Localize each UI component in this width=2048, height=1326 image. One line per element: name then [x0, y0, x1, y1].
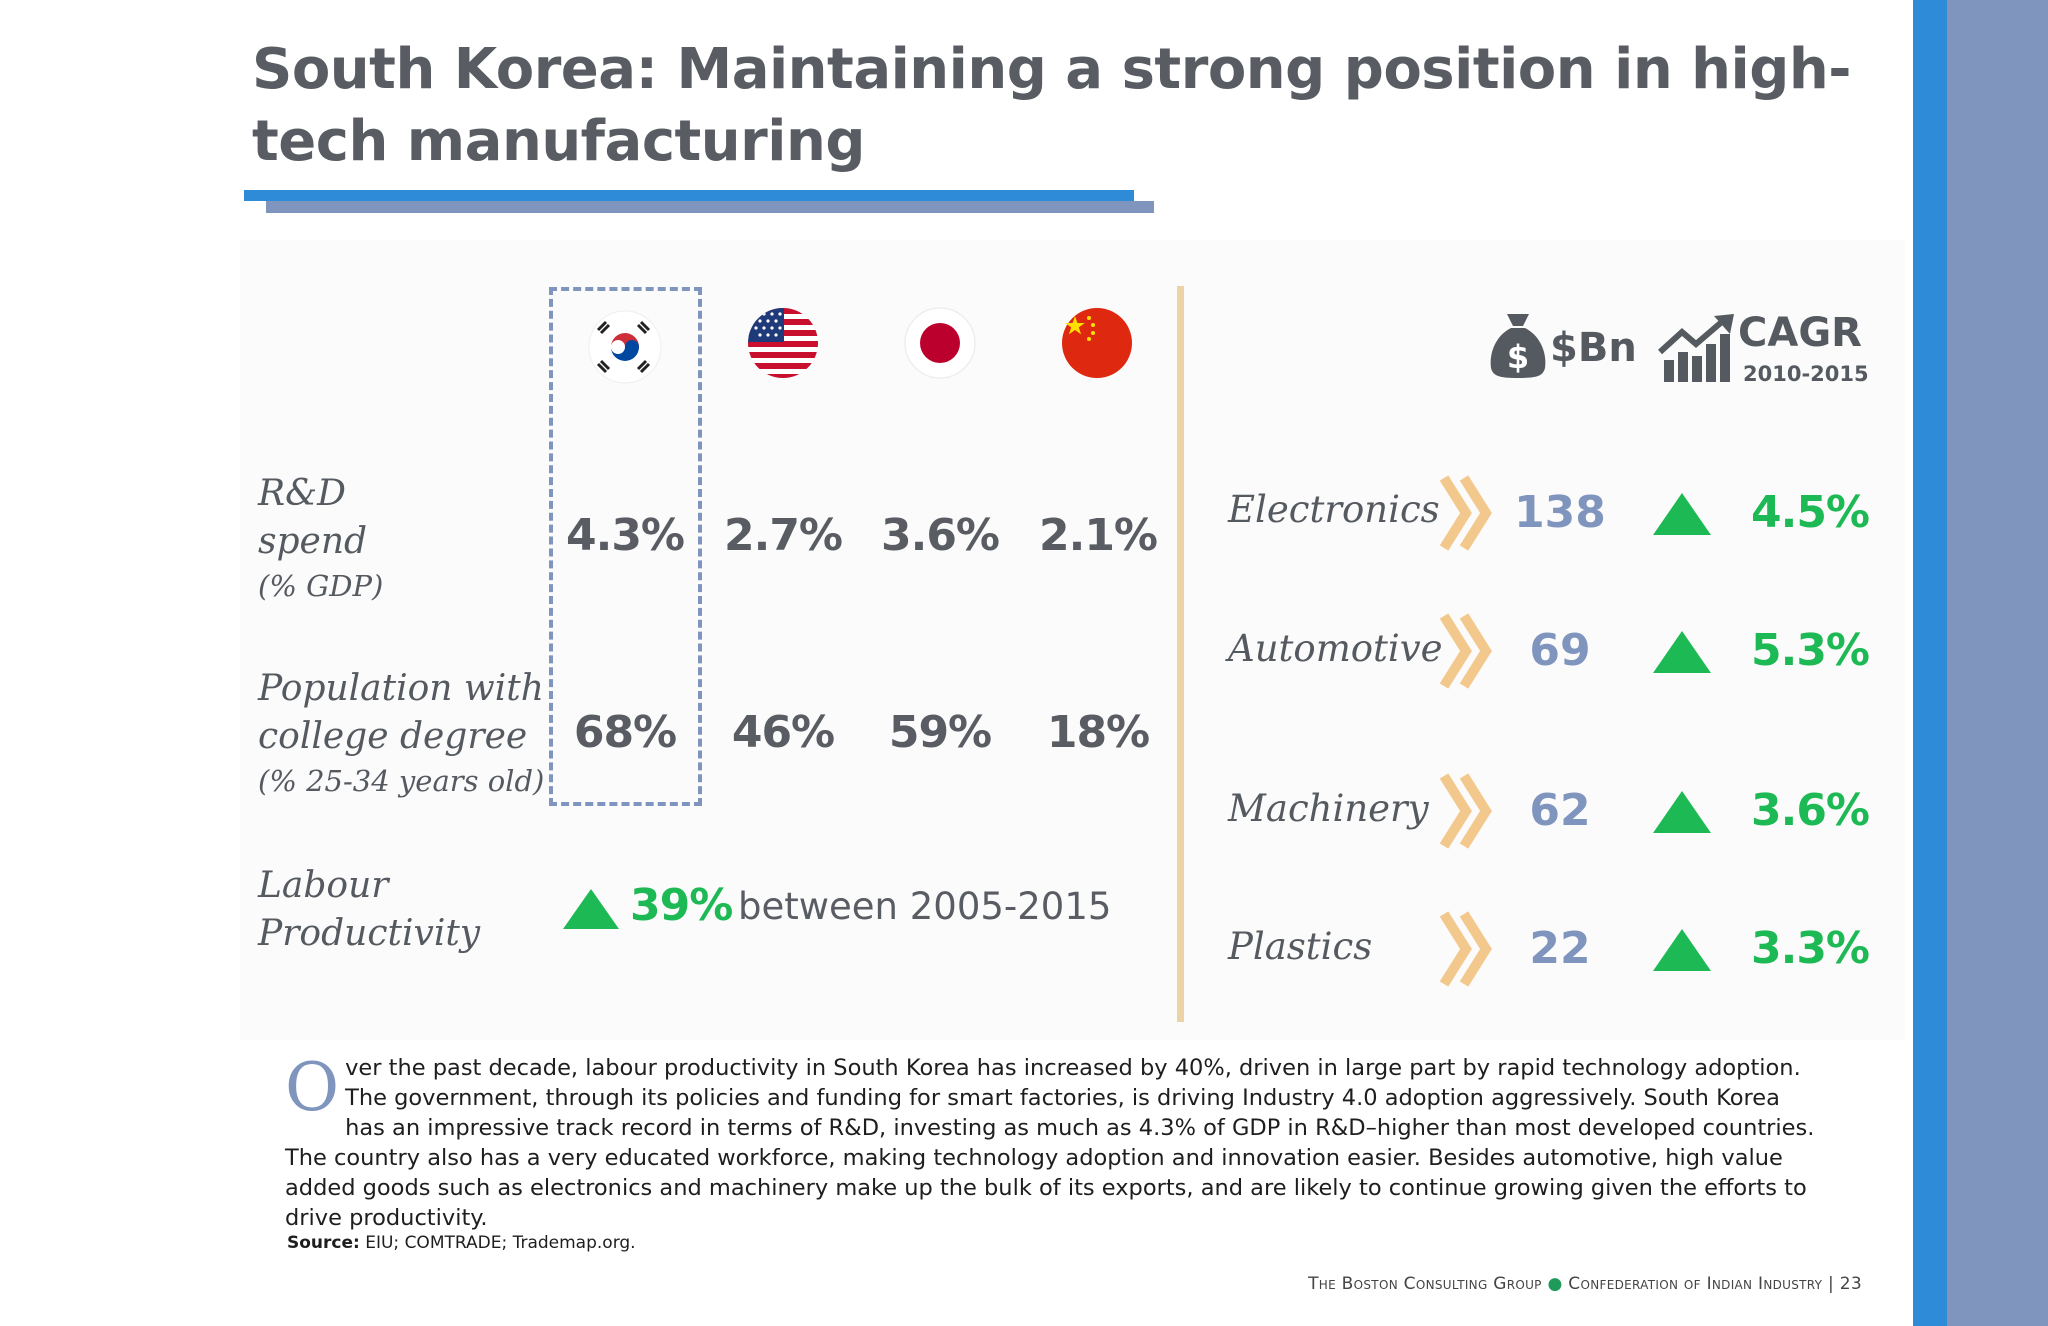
- source-text: EIU; COMTRADE; Trademap.org.: [365, 1233, 636, 1253]
- footer: The Boston Consulting Group ● Confederat…: [1150, 1274, 1862, 1294]
- page-number: 23: [1839, 1274, 1862, 1294]
- sector-cagr: 4.5%: [1750, 487, 1870, 538]
- sector-cagr: 3.3%: [1750, 923, 1870, 974]
- sector-cagr: 3.6%: [1750, 785, 1870, 836]
- growth-up-arrow-icon: [1653, 493, 1711, 535]
- rd-value-us: 2.7%: [723, 510, 843, 561]
- svg-text:$: $: [1507, 338, 1529, 376]
- chevron-right-icon: [1440, 475, 1492, 551]
- us-flag-icon: [748, 308, 818, 378]
- growth-up-arrow-icon: [1653, 791, 1711, 833]
- rd-spend-label: R&D spend (% GDP): [258, 473, 384, 603]
- footer-cii: Confederation of Indian Industry: [1568, 1274, 1823, 1294]
- section-divider: [1177, 286, 1184, 1022]
- college-value-south-korea: 68%: [573, 707, 677, 758]
- rd-value-china: 2.1%: [1038, 510, 1158, 561]
- chevron-right-icon: [1440, 613, 1492, 689]
- growth-chart-icon: [1658, 314, 1734, 382]
- japan-flag-icon: [904, 307, 976, 379]
- sector-name: Machinery: [1228, 787, 1429, 830]
- growth-up-arrow-icon: [1653, 631, 1711, 673]
- source-note: Source: EIU; COMTRADE; Trademap.org.: [287, 1233, 636, 1253]
- south-korea-flag-icon: [588, 310, 662, 384]
- growth-up-arrow-icon: [1653, 929, 1711, 971]
- footer-bullet-icon: ●: [1547, 1274, 1563, 1294]
- content-panel: [240, 240, 1905, 1040]
- labour-productivity-label: Labour Productivity: [258, 865, 481, 954]
- sector-value: 138: [1514, 487, 1606, 538]
- rd-value-south-korea: 4.3%: [565, 510, 685, 561]
- source-label: Source:: [287, 1233, 360, 1253]
- right-accent-bar-blue: [1913, 0, 1947, 1326]
- south-korea-highlight-box: [549, 287, 702, 806]
- body-text: ver the past decade, labour productivity…: [285, 1055, 1815, 1231]
- right-accent-bar-grey: [1947, 0, 2048, 1326]
- value-unit-header: $Bn: [1550, 325, 1637, 371]
- money-bag-icon: $: [1490, 314, 1546, 378]
- title-underline: [244, 190, 1134, 201]
- sector-name: Plastics: [1228, 925, 1373, 968]
- college-value-us: 46%: [731, 707, 835, 758]
- productivity-value: 39%: [630, 880, 733, 931]
- drop-cap: O: [285, 1049, 340, 1126]
- cagr-header: CAGR: [1738, 310, 1862, 356]
- title-underline-shadow: [266, 201, 1154, 213]
- chevron-right-icon: [1440, 773, 1492, 849]
- sector-value: 22: [1529, 923, 1591, 974]
- page-title: South Korea: Maintaining a strong positi…: [252, 37, 1851, 174]
- sector-value: 69: [1529, 625, 1591, 676]
- sector-value: 62: [1529, 785, 1591, 836]
- china-flag-icon: [1062, 308, 1132, 378]
- productivity-up-arrow-icon: [563, 889, 619, 929]
- rd-value-japan: 3.6%: [880, 510, 1000, 561]
- college-value-china: 18%: [1046, 707, 1150, 758]
- cagr-period: 2010-2015: [1743, 362, 1869, 386]
- chevron-right-icon: [1440, 911, 1492, 987]
- college-value-japan: 59%: [888, 707, 992, 758]
- college-degree-label: Population with college degree (% 25-34 …: [258, 668, 545, 798]
- sector-name: Automotive: [1228, 627, 1443, 670]
- footer-bcg: The Boston Consulting Group: [1308, 1274, 1542, 1294]
- footer-separator: |: [1828, 1274, 1835, 1294]
- sector-name: Electronics: [1228, 488, 1440, 531]
- sector-cagr: 5.3%: [1750, 625, 1870, 676]
- productivity-period: between 2005-2015: [738, 885, 1112, 928]
